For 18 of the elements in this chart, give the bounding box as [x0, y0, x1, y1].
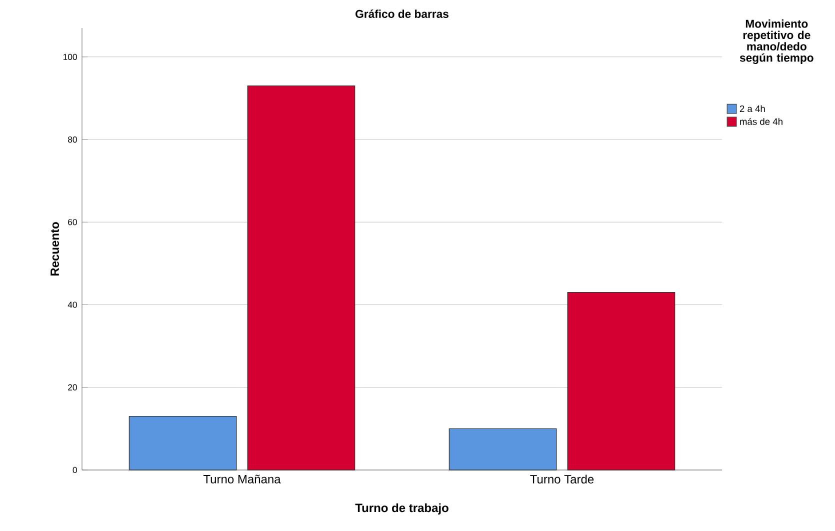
legend-label: 2 a 4h — [740, 105, 765, 112]
chart-title: Gráfico de barras — [356, 10, 448, 18]
y-tick-label: 40 — [68, 302, 77, 308]
x-axis-title: Turno de trabajo — [355, 503, 448, 515]
bar — [128, 416, 237, 470]
y-axis-title: Recuento — [50, 222, 60, 276]
y-tick-label: 80 — [68, 136, 77, 143]
y-tick-label: 0 — [72, 466, 77, 474]
y-tick-label: 100 — [64, 54, 77, 60]
y-tick-label: 20 — [68, 384, 77, 390]
legend-label: más de 4h — [740, 118, 782, 125]
y-tick-label: 60 — [68, 219, 77, 226]
legend-title: Movimiento repetitivo de mano/dedo según tiempo — [740, 19, 814, 64]
x-tick-label: Turno Tarde — [530, 474, 594, 484]
bar — [567, 292, 676, 470]
bar — [448, 428, 557, 470]
bar — [247, 85, 356, 470]
x-tick-label: Turno Mañana — [203, 474, 281, 484]
